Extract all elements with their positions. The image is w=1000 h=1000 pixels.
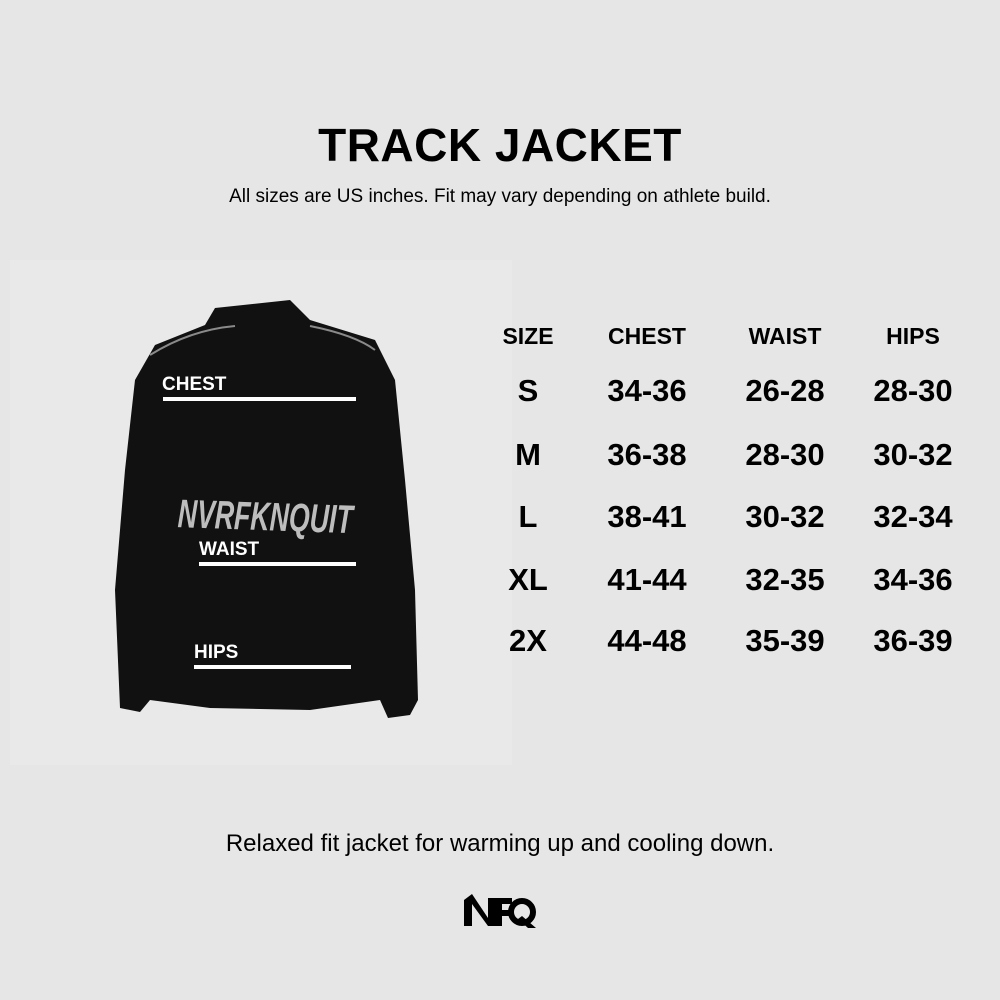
nfq-logo bbox=[462, 888, 538, 935]
table-cell-waist: 35-39 bbox=[745, 623, 825, 658]
table-cell-chest: 44-48 bbox=[607, 623, 687, 658]
table-cell-hips: 36-39 bbox=[873, 623, 953, 658]
table-cell-size: L bbox=[518, 499, 538, 534]
table-cell-hips: 34-36 bbox=[873, 562, 953, 597]
jacket-photo: NVRFKNQUIT CHEST WAIST HIPS bbox=[10, 260, 512, 765]
table-cell-waist: 32-35 bbox=[745, 562, 825, 597]
table-cell-waist: 26-28 bbox=[745, 373, 825, 408]
waist-line bbox=[199, 562, 356, 566]
chest-label: CHEST bbox=[162, 374, 227, 395]
print-text: NVRFKNQUIT bbox=[177, 492, 356, 542]
chest-line bbox=[163, 397, 356, 401]
jacket-illustration: NVRFKNQUIT bbox=[115, 300, 418, 718]
table-cell-chest: 36-38 bbox=[607, 437, 687, 472]
table-cell-chest: 38-41 bbox=[607, 499, 687, 534]
table-cell-size: 2X bbox=[509, 623, 547, 658]
table-cell-waist: 28-30 bbox=[745, 437, 825, 472]
table-cell-hips: 30-32 bbox=[873, 437, 953, 472]
footer-text: Relaxed fit jacket for warming up and co… bbox=[225, 830, 775, 857]
table-cell-size: S bbox=[517, 373, 539, 408]
page-title: TRACK JACKET bbox=[318, 119, 682, 171]
table-cell-chest: 41-44 bbox=[607, 562, 687, 597]
waist-label: WAIST bbox=[199, 539, 260, 560]
column-header-waist: WAIST bbox=[748, 323, 822, 349]
table-cell-chest: 34-36 bbox=[607, 373, 687, 408]
table-cell-hips: 32-34 bbox=[873, 499, 953, 534]
table-cell-size: XL bbox=[508, 562, 548, 597]
hips-label: HIPS bbox=[194, 642, 239, 663]
table-cell-waist: 30-32 bbox=[745, 499, 825, 534]
column-header-size: SIZE bbox=[502, 323, 554, 349]
subtitle: All sizes are US inches. Fit may vary de… bbox=[229, 186, 771, 207]
column-header-hips: HIPS bbox=[886, 323, 940, 349]
hips-line bbox=[194, 665, 351, 669]
column-header-chest: CHEST bbox=[608, 323, 686, 349]
table-cell-size: M bbox=[515, 437, 541, 472]
table-cell-hips: 28-30 bbox=[873, 373, 953, 408]
